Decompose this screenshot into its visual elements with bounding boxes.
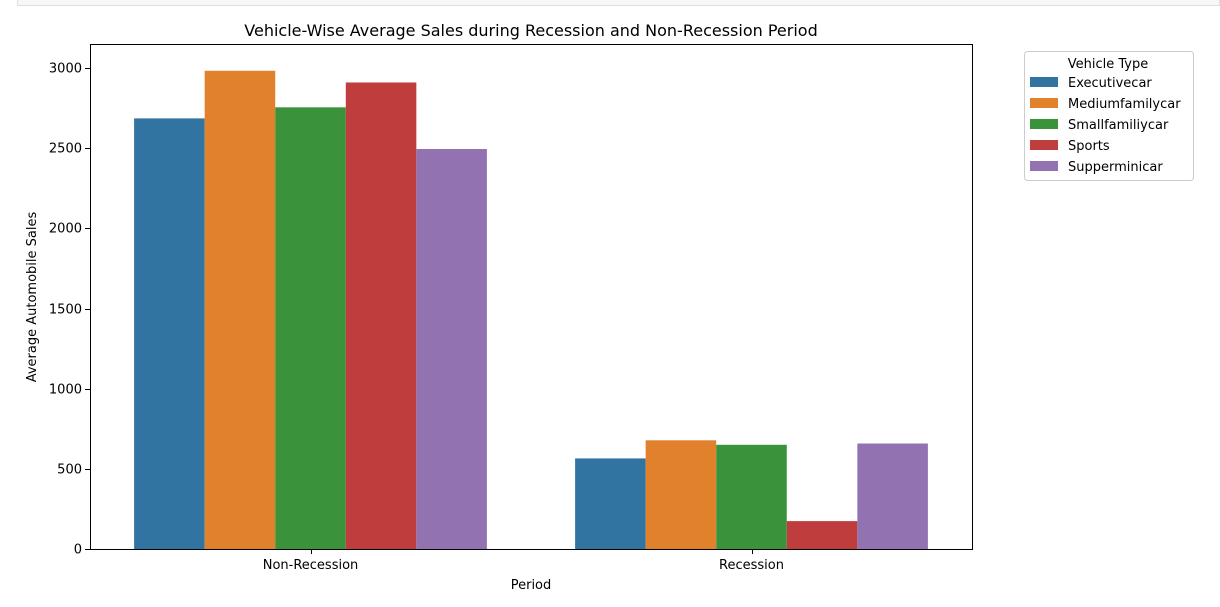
legend-label-mediumfamilycar: Mediumfamilycar: [1068, 97, 1181, 112]
y-tick-label: 3000: [49, 62, 82, 77]
bar-executivecar-recession: [575, 458, 646, 549]
y-tick-label: 1500: [49, 303, 82, 318]
x-axis: Non-Recession Recession: [263, 549, 784, 573]
legend-swatch-smallfamiliycar: [1030, 119, 1058, 129]
y-axis-label: Average Automobile Sales: [25, 212, 40, 383]
bar-smallfamiliycar-non-recession: [275, 107, 346, 550]
bar-sports-non-recession: [345, 82, 417, 549]
y-tick-label: 1000: [49, 383, 82, 398]
legend-swatch-executivecar: [1030, 77, 1058, 87]
y-tick-label: 2500: [49, 142, 82, 157]
y-tick-label: 2000: [49, 222, 82, 237]
legend-swatch-mediumfamilycar: [1030, 98, 1058, 108]
legend-items: Executivecar Mediumfamilycar Smallfamiliyc…: [1030, 76, 1181, 175]
bar-mediumfamilycar-recession: [645, 440, 717, 549]
legend-frame: [1024, 51, 1194, 181]
legend-label-executivecar: Executivecar: [1068, 76, 1152, 91]
bar-sports-recession: [786, 521, 858, 549]
y-axis: 0 500 1000 1500 2000 2500 3000: [49, 62, 90, 558]
x-tick-label: Recession: [719, 558, 784, 573]
legend-title: Vehicle Type: [1068, 57, 1148, 72]
legend-swatch-sports: [1030, 140, 1058, 150]
legend-label-supperminicar: Supperminicar: [1068, 160, 1163, 175]
bar-supperminicar-recession: [857, 443, 928, 549]
legend-label-smallfamiliycar: Smallfamiliycar: [1068, 118, 1169, 133]
chart-title: Vehicle-Wise Average Sales during Recess…: [244, 21, 817, 40]
y-tick-label: 500: [57, 463, 82, 478]
plot-area-frame: [90, 44, 973, 550]
legend-label-sports: Sports: [1068, 139, 1110, 154]
x-tick-label: Non-Recession: [263, 558, 359, 573]
bar-supperminicar-non-recession: [416, 149, 487, 549]
legend: Vehicle Type Executivecar Mediumfamilycar…: [1024, 51, 1194, 181]
y-tick-label: 0: [74, 543, 82, 558]
legend-swatch-supperminicar: [1030, 161, 1058, 171]
bar-smallfamiliycar-recession: [716, 444, 787, 549]
bar-executivecar-non-recession: [134, 118, 205, 549]
bars: [134, 70, 928, 550]
bar-mediumfamilycar-non-recession: [204, 70, 276, 550]
x-axis-label: Period: [511, 578, 552, 593]
